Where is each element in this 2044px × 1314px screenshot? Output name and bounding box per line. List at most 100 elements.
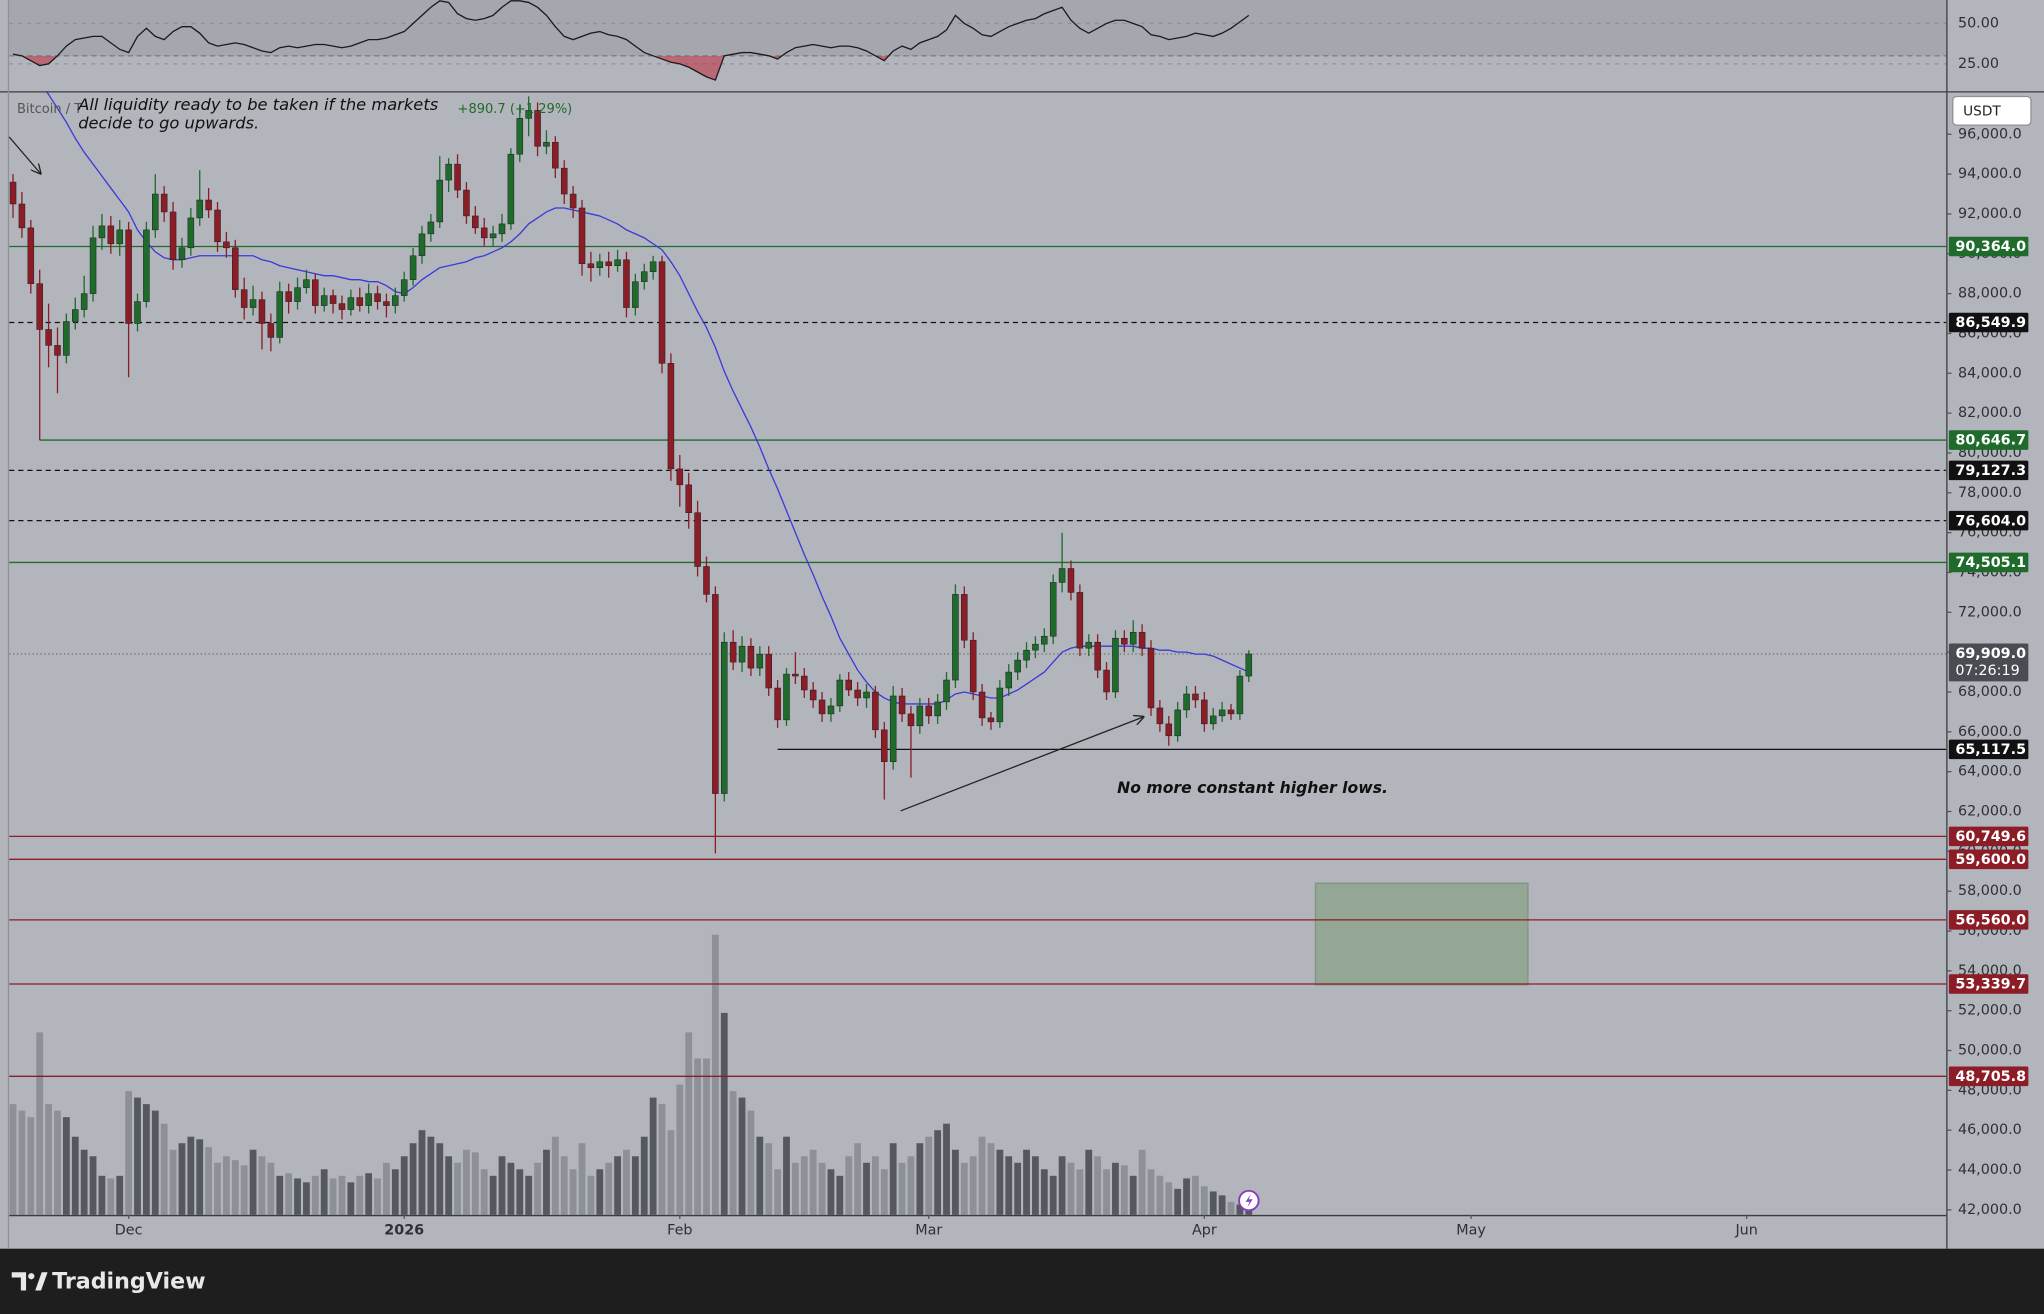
ma-line xyxy=(45,91,1250,705)
candle-body xyxy=(472,215,479,229)
level-layer xyxy=(9,245,1947,1077)
candle-body xyxy=(632,281,639,308)
level-tag xyxy=(1948,510,2029,531)
volume-bar xyxy=(578,1143,586,1215)
volume-bar xyxy=(943,1123,950,1215)
volume-bar xyxy=(1058,1156,1066,1215)
candle-body xyxy=(160,193,168,213)
candle-body xyxy=(1041,635,1048,645)
x-tick-label: Dec xyxy=(115,1223,143,1239)
candle-body xyxy=(240,289,248,308)
level-tag-label: 90,364.0 xyxy=(1955,239,2026,255)
change-label: +890.7 (+1.29%) xyxy=(458,102,573,117)
candle-body xyxy=(729,641,737,663)
volume-bar xyxy=(978,1136,986,1215)
candle-body xyxy=(516,118,524,155)
volume-bar xyxy=(996,1149,1004,1215)
volume-bar xyxy=(356,1175,364,1215)
candle-body xyxy=(498,223,506,235)
candle-body xyxy=(969,639,977,693)
volume-bar xyxy=(614,1156,621,1215)
volume-bar xyxy=(703,1058,710,1215)
candle-body xyxy=(36,283,43,330)
volume-bar xyxy=(294,1178,301,1215)
volume-bar xyxy=(1067,1162,1075,1215)
candle-body xyxy=(916,705,924,727)
candle-body xyxy=(1245,653,1253,677)
candle-body xyxy=(614,259,621,266)
volume-bar xyxy=(1040,1169,1048,1215)
volume-bar xyxy=(711,934,719,1215)
candle-body xyxy=(320,295,328,306)
candle-body xyxy=(9,181,17,205)
volume-bar xyxy=(1183,1178,1190,1215)
candle-body xyxy=(1032,643,1039,651)
candle-body xyxy=(1103,669,1110,693)
volume-bar xyxy=(258,1156,266,1215)
candle-body xyxy=(1147,647,1155,709)
level-tag-label: 76,604.0 xyxy=(1955,513,2026,529)
x-tick-label: Feb xyxy=(667,1223,692,1239)
candle-body xyxy=(169,211,177,261)
volume-bar xyxy=(507,1162,515,1215)
candle-body xyxy=(978,691,986,719)
candle-body xyxy=(258,299,266,324)
x-tick-label: Mar xyxy=(915,1223,942,1239)
candle-body xyxy=(1165,723,1173,737)
candle-body xyxy=(1067,568,1075,593)
candle-body xyxy=(365,293,372,306)
candle-body xyxy=(1058,568,1066,583)
volume-bar xyxy=(1138,1149,1146,1215)
candle-body xyxy=(952,594,959,681)
candle-body xyxy=(818,699,826,715)
candle-body xyxy=(294,287,301,302)
volume-bar xyxy=(534,1162,541,1215)
volume-bar xyxy=(463,1149,470,1215)
volume-bar xyxy=(960,1162,968,1215)
level-tag xyxy=(1948,849,2029,870)
y-tick-label: 72,000.0 xyxy=(1958,604,2022,620)
volume-bar xyxy=(898,1162,906,1215)
y-tick-label: 68,000.0 xyxy=(1958,684,2022,700)
volume-bar xyxy=(827,1169,835,1215)
volume-bar xyxy=(872,1156,879,1215)
volume-bar xyxy=(125,1091,132,1215)
x-tick-label: Jun xyxy=(1734,1223,1757,1239)
candle-body xyxy=(116,229,123,245)
candle-body xyxy=(1094,641,1101,671)
brand-logo xyxy=(11,1272,48,1291)
candle-body xyxy=(80,293,88,310)
volume-bar xyxy=(1014,1162,1022,1215)
y-tick-label: 84,000.0 xyxy=(1958,365,2022,381)
volume-bar xyxy=(516,1169,524,1215)
candle-body xyxy=(338,303,346,310)
volume-bar xyxy=(1147,1169,1155,1215)
currency-button[interactable] xyxy=(1952,95,2032,126)
volume-bar xyxy=(71,1136,79,1215)
candle-body xyxy=(445,163,452,181)
candle-body xyxy=(89,237,97,294)
candle-body xyxy=(152,193,159,231)
candle-body xyxy=(801,675,808,691)
candle-body xyxy=(205,199,212,211)
volume-bar xyxy=(187,1136,195,1215)
candle-body xyxy=(712,594,719,794)
level-tag xyxy=(1948,430,2029,450)
candle-body xyxy=(1023,649,1030,661)
candle-body xyxy=(436,179,444,223)
candle-body xyxy=(721,641,728,794)
volume-bar xyxy=(685,1032,693,1215)
volume-bar xyxy=(365,1173,373,1215)
candle-body xyxy=(303,279,310,288)
candle-body xyxy=(587,263,595,268)
candle-body xyxy=(187,217,195,249)
volume-bar xyxy=(845,1156,853,1215)
volume-pane xyxy=(9,934,1253,1215)
volume-bar xyxy=(196,1139,204,1215)
candle-body xyxy=(738,645,746,663)
candle-body xyxy=(98,225,106,239)
volume-bar xyxy=(400,1156,408,1215)
volume-bar xyxy=(320,1169,328,1215)
currency-label[interactable]: USDT xyxy=(1963,103,2001,119)
volume-bar xyxy=(987,1143,995,1215)
